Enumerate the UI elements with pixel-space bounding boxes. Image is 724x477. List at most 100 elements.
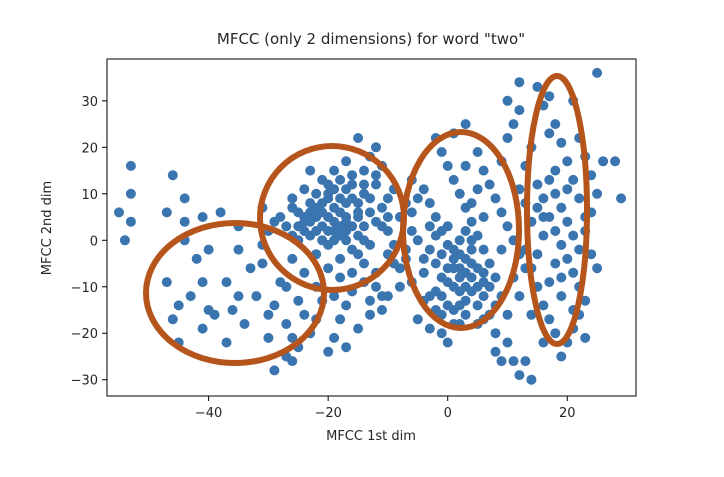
data-point [442, 221, 453, 232]
y-tick-label: 0 [90, 234, 98, 249]
data-point [359, 165, 369, 176]
data-point [496, 244, 507, 255]
data-point [335, 314, 346, 325]
x-axis-ticks: −40 −20 0 20 [195, 396, 576, 421]
data-point [317, 235, 328, 246]
data-point [514, 370, 525, 381]
data-point [586, 249, 597, 260]
data-point [616, 193, 627, 204]
data-point [197, 277, 208, 288]
data-point [460, 253, 471, 264]
data-point [221, 337, 232, 348]
data-point [377, 221, 387, 232]
data-point [161, 277, 172, 288]
data-point [377, 291, 387, 302]
data-point [418, 253, 429, 264]
data-point [335, 272, 346, 283]
data-point [263, 332, 274, 343]
x-axis-title: MFCC 1st dim [326, 429, 416, 444]
data-point [382, 193, 393, 204]
data-point [359, 188, 369, 199]
data-point [424, 221, 435, 232]
data-point [532, 202, 543, 213]
data-point [281, 319, 292, 329]
data-point [454, 263, 465, 274]
data-point [335, 253, 346, 264]
data-point [424, 198, 435, 209]
data-point [550, 226, 561, 236]
plot-frame [106, 58, 637, 397]
data-point [580, 332, 591, 343]
data-point [592, 188, 603, 199]
data-point [293, 207, 304, 218]
data-point [353, 198, 364, 209]
data-point [544, 91, 555, 102]
data-point [281, 221, 292, 232]
data-point [574, 244, 585, 255]
data-point [466, 235, 477, 246]
data-point [556, 202, 567, 213]
data-point [263, 309, 274, 320]
data-point [371, 179, 381, 190]
data-point [466, 216, 477, 227]
data-point [484, 179, 495, 190]
data-point [490, 193, 501, 204]
data-point [472, 281, 483, 292]
data-point [412, 235, 423, 246]
data-point [233, 291, 244, 302]
data-point [568, 267, 579, 278]
data-point [436, 328, 447, 339]
data-point [394, 281, 405, 292]
data-point [574, 193, 585, 204]
data-point [179, 216, 190, 227]
data-point [514, 77, 525, 88]
x-tick-label: 20 [559, 406, 576, 421]
data-point [287, 332, 298, 343]
plot-area: −40 −20 0 20 −30 −20 −10 0 10 20 30 [71, 58, 637, 421]
data-point [532, 249, 543, 260]
y-axis-ticks: −30 −20 −10 0 10 20 30 [71, 95, 107, 389]
data-point [448, 253, 459, 264]
y-tick-label: 10 [81, 188, 98, 203]
y-tick-label: 30 [81, 95, 98, 110]
chart-title: MFCC (only 2 dimensions) for word "two" [217, 30, 525, 48]
data-point [227, 305, 238, 315]
data-point [125, 216, 136, 227]
data-point [520, 356, 531, 367]
data-point [125, 160, 136, 171]
data-point [293, 221, 304, 232]
data-point [538, 212, 549, 222]
data-point [269, 365, 280, 376]
data-point [478, 165, 489, 176]
data-point [329, 332, 340, 343]
data-point [197, 323, 208, 334]
data-point [466, 272, 477, 283]
data-point [299, 309, 310, 320]
data-point [544, 277, 555, 288]
data-point [538, 300, 549, 311]
data-point [353, 249, 364, 260]
data-point [448, 174, 459, 185]
data-point [562, 216, 573, 227]
data-point [436, 147, 447, 157]
data-point [335, 193, 346, 204]
data-point [305, 165, 316, 176]
data-point [412, 314, 423, 325]
data-point [454, 188, 465, 199]
y-tick-label: 20 [81, 141, 98, 156]
data-point [167, 170, 178, 181]
data-point [287, 253, 298, 264]
data-point [442, 337, 453, 348]
data-point [562, 184, 573, 195]
data-point [341, 235, 352, 246]
data-point [472, 147, 483, 157]
data-point [341, 216, 352, 227]
data-point [245, 263, 256, 274]
data-point [568, 174, 579, 185]
data-point [502, 133, 513, 143]
data-point [532, 81, 543, 92]
data-point [430, 258, 441, 269]
data-point [556, 137, 567, 148]
data-point [556, 272, 567, 283]
data-point [544, 128, 555, 139]
